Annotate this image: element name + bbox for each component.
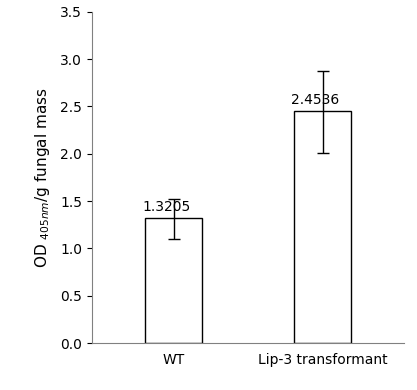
Bar: [146, 218, 202, 343]
Y-axis label: OD $_{405nm}$/g fungal mass: OD $_{405nm}$/g fungal mass: [33, 87, 52, 268]
Text: 1.3205: 1.3205: [142, 200, 191, 215]
Bar: [294, 111, 351, 343]
Text: 2.4536: 2.4536: [291, 93, 339, 107]
